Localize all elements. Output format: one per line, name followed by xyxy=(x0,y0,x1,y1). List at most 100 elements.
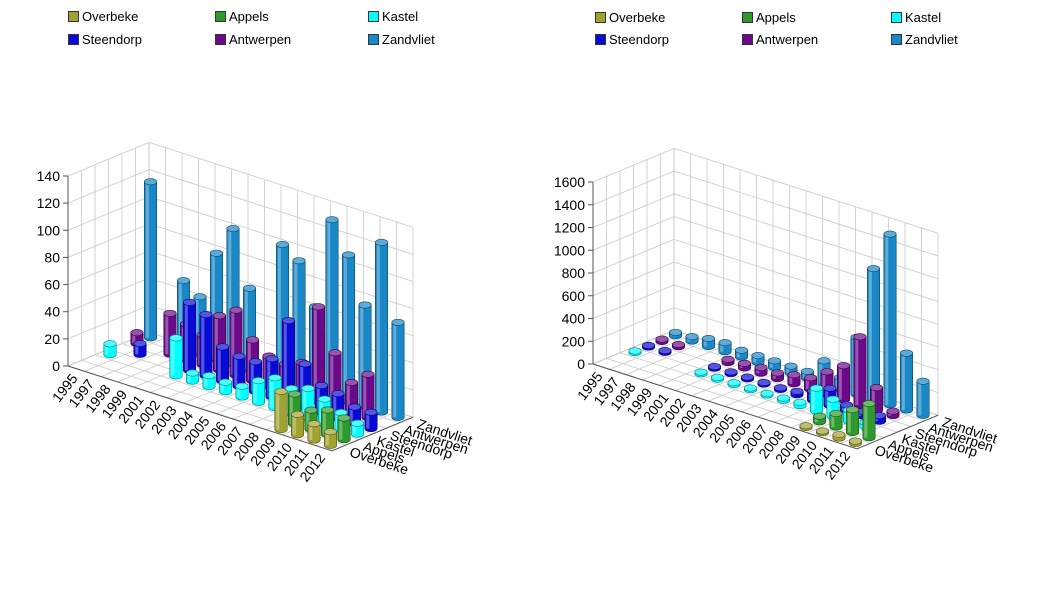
bar-steendorp-2012 xyxy=(364,408,378,433)
y-tick-label: 1000 xyxy=(554,242,585,258)
bar-zandvliet-2011 xyxy=(374,238,388,416)
legend-item: Zandvliet xyxy=(368,32,435,47)
bar-appels-2011 xyxy=(845,406,859,436)
legend-swatch xyxy=(368,34,379,45)
bar-steendorp-2001 xyxy=(708,363,722,372)
bar-steendorp-1997 xyxy=(133,339,147,358)
bar-overbeke-2011 xyxy=(307,420,321,444)
bar-overbeke-2012 xyxy=(848,437,862,447)
y-tick-label: 200 xyxy=(562,333,586,349)
bar-zandvliet-2012 xyxy=(916,377,930,419)
bar-overbeke-2010 xyxy=(290,410,304,439)
bar-appels-2012 xyxy=(862,400,876,442)
legend-item: Zandvliet xyxy=(891,32,958,47)
bar-kastel-1995 xyxy=(103,340,117,359)
y-tick-label: 800 xyxy=(562,265,586,281)
bar-appels-2010 xyxy=(829,409,843,431)
legend-swatch xyxy=(215,11,226,22)
y-tick-label: 60 xyxy=(44,277,60,293)
legend-label: Antwerpen xyxy=(756,32,819,47)
bar-kastel-1995 xyxy=(628,347,642,357)
bar-antwerpen-1997 xyxy=(672,340,686,351)
legend-label: Steendorp xyxy=(82,32,142,47)
bar-steendorp-2002 xyxy=(199,310,213,380)
legend-item: Antwerpen xyxy=(742,32,818,47)
legend-label: Overbeke xyxy=(609,10,666,25)
bar-overbeke-2009 xyxy=(799,422,813,431)
chart-right: Overbeke Appels Kastel Steendorp Antwerpen Za… xyxy=(523,0,1046,608)
legend-item: Appels xyxy=(215,9,269,24)
legend-swatch xyxy=(742,34,753,45)
bar-steendorp-2003 xyxy=(216,343,230,385)
y-tick-label: 80 xyxy=(44,249,60,265)
bar-kastel-2012 xyxy=(350,419,364,438)
legend-item: Steendorp xyxy=(68,32,142,47)
legend-item: Overbeke xyxy=(595,10,665,25)
bar-zandvliet-2010 xyxy=(883,230,897,409)
bar-zandvliet-2003 xyxy=(768,357,782,372)
bars xyxy=(103,178,405,449)
bar-kastel-2005 xyxy=(760,389,774,399)
bar-zandvliet-2011 xyxy=(899,349,913,414)
bar-zandvliet-1999 xyxy=(718,339,732,356)
bar-antwerpen-2003 xyxy=(754,364,768,377)
bars xyxy=(628,230,930,447)
bar-overbeke-2012 xyxy=(323,428,337,449)
legend-item: Kastel xyxy=(891,10,941,25)
plot-right: 0200400600800100012001400160019951997199… xyxy=(554,148,999,483)
legend-swatch xyxy=(742,12,753,23)
bar-kastel-2008 xyxy=(809,384,823,415)
y-tick-label: 0 xyxy=(52,358,60,374)
bar-kastel-2001 xyxy=(169,334,183,380)
y-tick-label: 1200 xyxy=(554,220,585,236)
bar-steendorp-2001 xyxy=(183,298,197,374)
bar-antwerpen-2008 xyxy=(836,362,850,404)
bar-steendorp-1997 xyxy=(658,347,672,356)
bar-zandvliet-1997 xyxy=(685,333,699,345)
y-tick-label: 140 xyxy=(37,168,61,184)
legend-item: Antwerpen xyxy=(215,32,291,47)
bar-kastel-2006 xyxy=(252,377,266,406)
y-tick-label: 1400 xyxy=(554,197,585,213)
bar-overbeke-2011 xyxy=(832,431,846,442)
bar-zandvliet-1995 xyxy=(669,328,683,340)
legend-item: Kastel xyxy=(368,9,418,24)
bar-kastel-2007 xyxy=(793,398,807,410)
legend-label: Appels xyxy=(756,10,796,25)
y-axis: 0 200 400 600 800 1000 1200 1400 1600 xyxy=(554,174,594,372)
legend-label: Zandvliet xyxy=(905,32,958,47)
legend-label: Kastel xyxy=(382,9,419,24)
legend-swatch xyxy=(891,12,902,23)
bar-zandvliet-2009 xyxy=(866,265,880,403)
bar-antwerpen-2004 xyxy=(771,369,785,383)
y-tick-label: 40 xyxy=(44,304,60,320)
bar-appels-2012 xyxy=(337,414,351,444)
legend-left: Overbeke Appels Kastel Steendorp Antwerpen Za… xyxy=(0,0,523,60)
y-tick-label: 1600 xyxy=(554,174,585,190)
legend-label: Appels xyxy=(229,9,269,24)
bar-kastel-2006 xyxy=(777,394,791,404)
bar-appels-2009 xyxy=(812,412,826,426)
bar-zandvliet-2012 xyxy=(391,318,405,421)
bar-zandvliet-2002 xyxy=(751,352,765,366)
legend-swatch xyxy=(595,12,606,23)
bar-antwerpen-2011 xyxy=(886,407,900,420)
chart-left: Overbeke Appels Kastel Steendorp Antwerpen Za… xyxy=(0,0,523,485)
bar-antwerpen-1995 xyxy=(655,335,669,345)
legend-label: Antwerpen xyxy=(229,32,292,47)
bar-kastel-2001 xyxy=(694,368,708,378)
plot-left: 0204060801001201401995199719981999200120… xyxy=(37,142,474,485)
legend-label: Steendorp xyxy=(609,32,669,47)
y-tick-label: 20 xyxy=(44,331,60,347)
bar-zandvliet-2001 xyxy=(735,346,749,361)
bar-kastel-2003 xyxy=(202,372,216,390)
y-axis: 0 20 40 60 80 100 120 140 xyxy=(37,168,69,374)
bar-steendorp-2006 xyxy=(790,387,804,399)
y-tick-label: 120 xyxy=(37,195,61,211)
y-tick-label: 400 xyxy=(562,311,586,327)
legend-swatch xyxy=(595,34,606,45)
legend-item: Steendorp xyxy=(595,32,669,47)
legend-label: Kastel xyxy=(905,10,942,25)
bar-steendorp-2003 xyxy=(741,373,755,383)
bar-kastel-2002 xyxy=(711,373,725,383)
